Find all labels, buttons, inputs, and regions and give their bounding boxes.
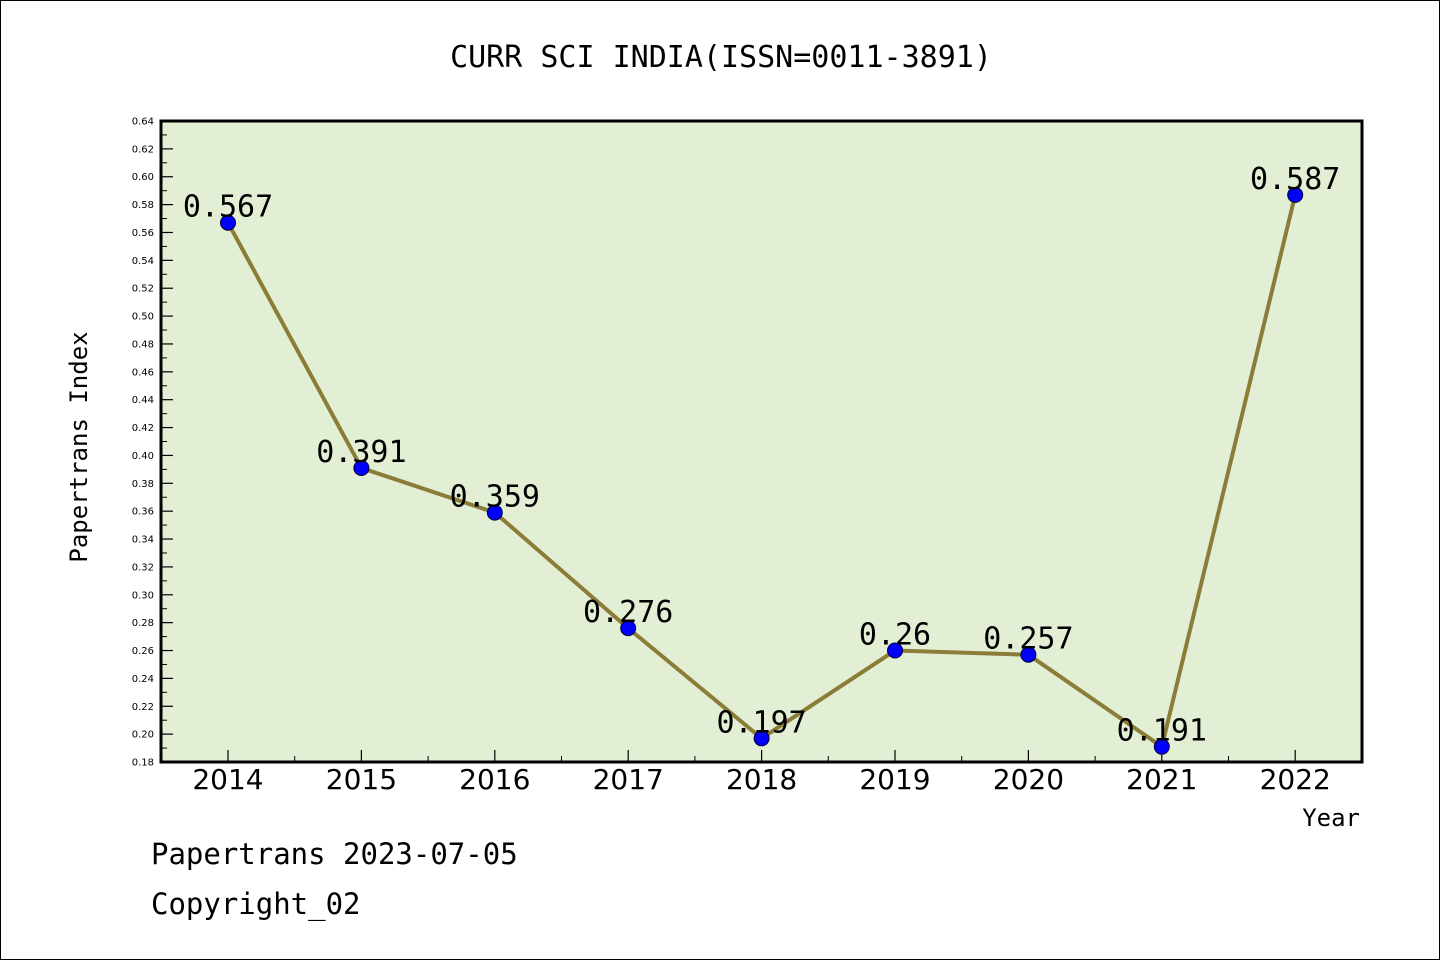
x-tick-label: 2017 [593, 763, 664, 796]
x-tick-label: 2020 [993, 763, 1064, 796]
y-tick-label: 0.60 [132, 172, 154, 183]
data-label: 0.359 [450, 480, 540, 515]
y-tick-label: 0.32 [132, 562, 154, 573]
y-tick-label: 0.50 [132, 312, 154, 323]
data-label: 0.391 [316, 435, 406, 470]
data-labels: 0.567 0.391 0.359 0.276 0.197 0.26 0.257 0.191 0… [183, 162, 1341, 749]
x-axis: 2014 2015 2016 2017 2018 2019 2020 2021 2022 [192, 750, 1331, 796]
y-axis: 0.18 0.20 0.22 0.24 0.26 0.28 0.30 0.32 0.34 0.36… [132, 117, 173, 769]
data-point [1153, 738, 1170, 755]
footer-date: Papertrans 2023-07-05 [151, 837, 518, 871]
y-tick-label: 0.22 [132, 702, 154, 713]
y-tick-label: 0.44 [132, 395, 154, 406]
y-tick-label: 0.34 [132, 535, 154, 546]
x-tick-label: 2016 [459, 763, 530, 796]
data-label: 0.257 [983, 622, 1073, 657]
series-line-group [220, 186, 1304, 755]
x-tick-label: 2019 [859, 763, 930, 796]
y-axis-label: Papertrans Index [65, 331, 93, 562]
y-tick-label: 0.46 [132, 367, 154, 378]
y-tick-label: 0.28 [132, 618, 154, 629]
data-point [220, 214, 236, 231]
y-tick-label: 0.38 [132, 479, 154, 490]
footer-copyright: Copyright_02 [151, 887, 361, 922]
x-tick-label: 2022 [1260, 763, 1331, 796]
y-tick-label: 0.48 [132, 339, 154, 350]
x-tick-label: 2021 [1126, 763, 1197, 796]
y-tick-label: 0.42 [132, 423, 154, 434]
data-point [1020, 646, 1037, 663]
y-tick-label: 0.52 [132, 284, 154, 295]
data-point [753, 730, 770, 747]
y-tick-label: 0.36 [132, 507, 154, 518]
y-tick-label: 0.54 [132, 256, 154, 267]
y-tick-label: 0.20 [132, 730, 154, 741]
y-tick-label: 0.58 [132, 200, 154, 211]
chart-title: CURR SCI INDIA(ISSN=0011-3891) [450, 40, 992, 75]
data-point [620, 620, 637, 637]
plot-area [159, 119, 1364, 764]
y-tick-label: 0.62 [132, 144, 154, 155]
data-label: 0.276 [583, 595, 673, 630]
data-point [486, 504, 503, 521]
data-label: 0.567 [183, 190, 273, 225]
y-tick-label: 0.24 [132, 674, 154, 685]
y-tick-label: 0.18 [132, 758, 154, 769]
y-tick-label: 0.56 [132, 228, 154, 239]
x-tick-label: 2018 [726, 763, 797, 796]
data-point [1287, 186, 1304, 203]
data-label: 0.26 [859, 618, 931, 653]
y-tick-label: 0.26 [132, 646, 154, 657]
data-label: 0.197 [716, 705, 806, 740]
y-tick-label: 0.40 [132, 451, 154, 462]
y-tick-label: 0.64 [132, 117, 154, 128]
x-tick-label: 2014 [192, 763, 263, 796]
data-label: 0.587 [1250, 162, 1340, 197]
data-point [887, 642, 903, 659]
data-label: 0.191 [1117, 714, 1207, 749]
y-tick-label: 0.30 [132, 590, 154, 601]
x-tick-label: 2015 [326, 763, 397, 796]
x-axis-label: Year [1302, 804, 1360, 832]
data-point [353, 459, 370, 476]
